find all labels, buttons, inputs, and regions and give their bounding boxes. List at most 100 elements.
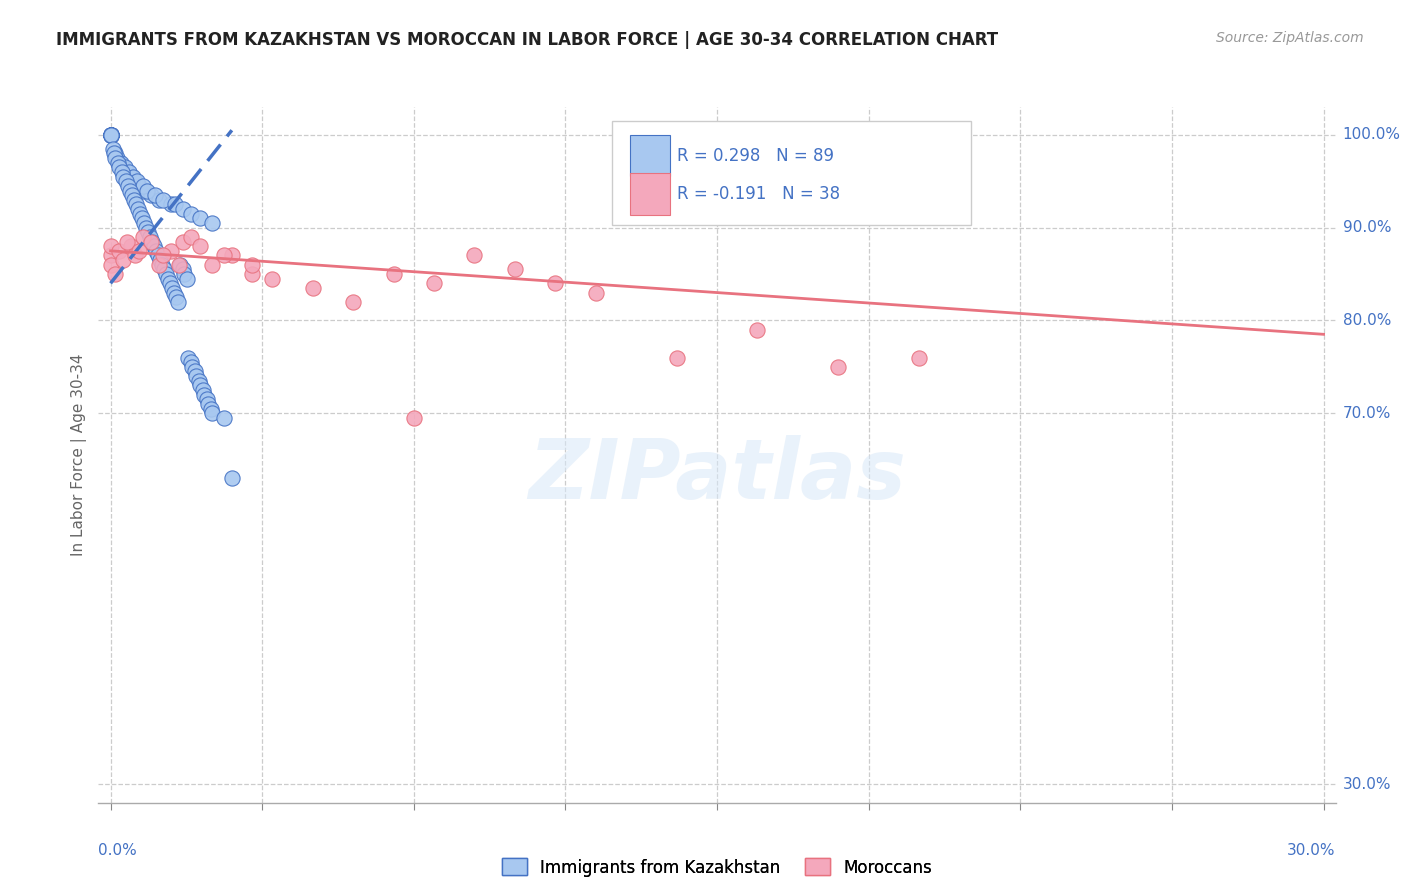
- Point: [107, 155, 129, 169]
- Point: [100, 128, 122, 142]
- FancyBboxPatch shape: [630, 136, 671, 177]
- Point: [163, 285, 186, 300]
- Point: [172, 262, 194, 277]
- Point: [115, 174, 138, 188]
- Point: [585, 285, 607, 300]
- Point: [150, 258, 173, 272]
- Point: [118, 165, 141, 179]
- Text: 90.0%: 90.0%: [1343, 220, 1391, 235]
- Point: [160, 244, 183, 258]
- Point: [165, 290, 187, 304]
- Point: [200, 401, 222, 416]
- Point: [212, 410, 235, 425]
- Point: [747, 323, 769, 337]
- Point: [132, 216, 155, 230]
- Point: [124, 197, 146, 211]
- Point: [128, 207, 150, 221]
- Point: [402, 410, 425, 425]
- Point: [112, 169, 135, 184]
- Point: [136, 225, 159, 239]
- Point: [101, 142, 124, 156]
- Point: [104, 146, 127, 161]
- Point: [173, 267, 195, 281]
- Point: [100, 128, 122, 142]
- Point: [183, 364, 205, 378]
- Point: [152, 248, 174, 262]
- Point: [165, 197, 187, 211]
- Point: [169, 258, 191, 272]
- Point: [100, 128, 122, 142]
- Point: [111, 253, 134, 268]
- Text: 30.0%: 30.0%: [1288, 843, 1336, 858]
- Point: [160, 281, 183, 295]
- Point: [107, 244, 129, 258]
- Point: [177, 351, 200, 365]
- Point: [167, 294, 190, 309]
- Text: Source: ZipAtlas.com: Source: ZipAtlas.com: [1216, 31, 1364, 45]
- Text: 30.0%: 30.0%: [1343, 777, 1391, 792]
- Point: [139, 230, 162, 244]
- Text: IMMIGRANTS FROM KAZAKHSTAN VS MOROCCAN IN LABOR FORCE | AGE 30-34 CORRELATION CH: IMMIGRANTS FROM KAZAKHSTAN VS MOROCCAN I…: [56, 31, 998, 49]
- Point: [143, 239, 166, 253]
- Point: [122, 193, 145, 207]
- Point: [103, 146, 125, 161]
- Y-axis label: In Labor Force | Age 30-34: In Labor Force | Age 30-34: [72, 353, 87, 557]
- Point: [100, 239, 122, 253]
- Point: [180, 207, 202, 221]
- Point: [191, 383, 214, 397]
- Point: [212, 248, 235, 262]
- Point: [342, 294, 364, 309]
- Point: [139, 188, 162, 202]
- Point: [153, 262, 176, 277]
- Point: [423, 277, 446, 291]
- Text: 70.0%: 70.0%: [1343, 406, 1391, 421]
- Point: [156, 271, 179, 285]
- Point: [159, 277, 181, 291]
- Point: [100, 128, 122, 142]
- Point: [127, 202, 149, 216]
- Point: [152, 193, 174, 207]
- Point: [201, 258, 224, 272]
- Point: [186, 369, 208, 384]
- Point: [172, 235, 194, 249]
- Point: [139, 235, 162, 249]
- Point: [176, 271, 198, 285]
- Point: [135, 220, 157, 235]
- Point: [240, 267, 263, 281]
- Point: [124, 248, 146, 262]
- Point: [665, 351, 688, 365]
- Point: [169, 258, 191, 272]
- Point: [100, 128, 122, 142]
- Point: [193, 387, 215, 401]
- Point: [160, 197, 183, 211]
- FancyBboxPatch shape: [612, 121, 970, 226]
- Point: [141, 235, 163, 249]
- Point: [100, 128, 122, 142]
- Point: [503, 262, 526, 277]
- Point: [221, 248, 243, 262]
- Text: 0.0%: 0.0%: [98, 843, 138, 858]
- Point: [132, 178, 155, 193]
- Point: [181, 359, 204, 374]
- Point: [148, 193, 170, 207]
- Point: [128, 244, 150, 258]
- Point: [128, 178, 150, 193]
- Point: [188, 211, 211, 226]
- Point: [104, 267, 127, 281]
- Point: [125, 174, 148, 188]
- Point: [104, 151, 127, 165]
- Point: [187, 374, 209, 388]
- Point: [180, 355, 202, 369]
- Point: [124, 174, 146, 188]
- Point: [149, 253, 172, 268]
- Point: [188, 239, 211, 253]
- Legend: Immigrants from Kazakhstan, Moroccans: Immigrants from Kazakhstan, Moroccans: [494, 850, 941, 885]
- Point: [132, 230, 155, 244]
- Point: [100, 128, 122, 142]
- Point: [136, 184, 159, 198]
- Point: [201, 406, 224, 420]
- Point: [301, 281, 323, 295]
- Point: [240, 258, 263, 272]
- Point: [107, 155, 129, 169]
- Point: [145, 244, 167, 258]
